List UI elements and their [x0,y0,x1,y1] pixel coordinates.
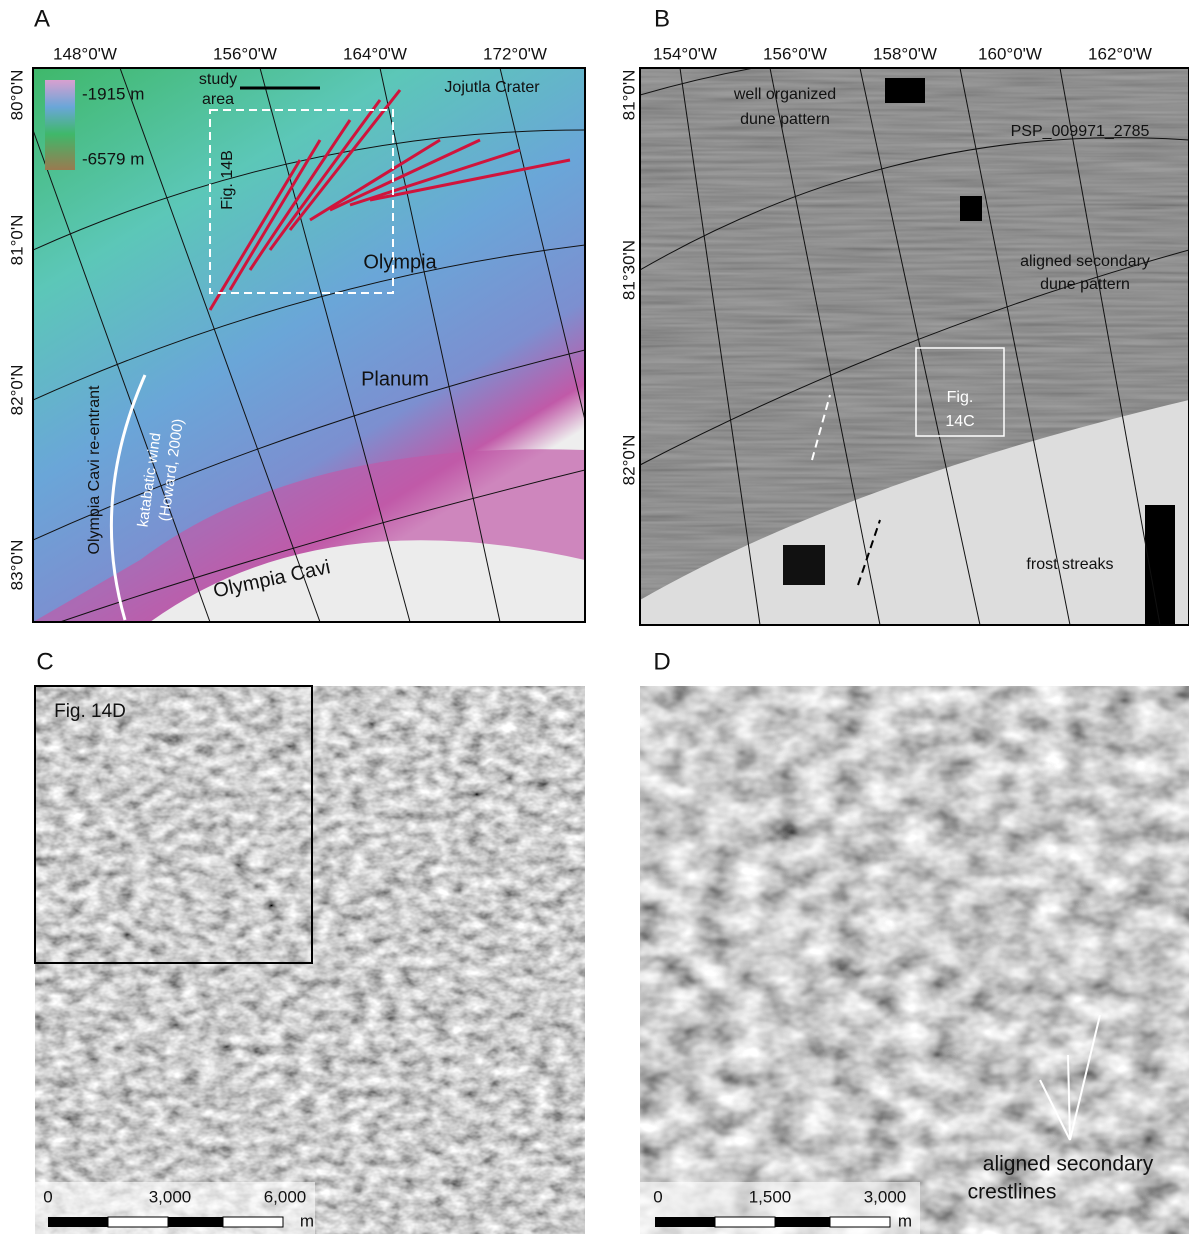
dune-image [35,686,585,1234]
longitude-label: 156°0'W [213,44,277,63]
longitude-label: 158°0'W [873,44,937,63]
longitude-label: 160°0'W [978,44,1042,63]
legend-label: -1915 m [82,84,144,103]
longitude-label: 164°0'W [343,44,407,63]
gap [885,78,925,103]
annotation: Fig. 14D [54,701,126,722]
annotation: PSP_009971_2785 [1011,123,1150,140]
scale-unit: m [898,1211,912,1230]
longitude-label: 154°0'W [653,44,717,63]
longitude-label: 172°0'W [483,44,547,63]
annotation: aligned secondary [1020,253,1150,270]
annotation: aligned secondary [983,1153,1154,1176]
panel-label: A [34,5,50,32]
annotation: area [202,91,234,108]
latitude-label: 81°0'N [619,70,638,121]
longitude-label: 162°0'W [1088,44,1152,63]
scale-unit: m [300,1211,314,1230]
scale-label: 3,000 [149,1187,192,1206]
gap [960,196,982,221]
panel-label: D [653,648,670,675]
scale-bar [655,1217,890,1227]
scale-label: 0 [653,1187,662,1206]
scale-label: 3,000 [864,1187,907,1206]
latitude-label: 82°0'N [619,435,638,486]
latitude-label: 81°0'N [7,215,26,266]
annotation: Fig. [947,389,974,406]
gap [783,545,825,585]
longitude-label: 156°0'W [763,44,827,63]
figure: A B C D 148°0'W 156°0'W 164°0'W 172°0'W 80°0'N 81… [0,0,1189,1234]
scale-label: 0 [43,1187,52,1206]
annotation: frost streaks [1026,556,1113,573]
annotation: 14C [945,413,974,430]
scale-label: 1,500 [749,1187,792,1206]
scale-bar [48,1217,283,1227]
latitude-label: 80°0'N [7,70,26,121]
longitude-label: 148°0'W [53,44,117,63]
legend-label: -6579 m [82,149,144,168]
annotation: Olympia [363,251,437,273]
annotation: Olympia Cavi re-entrant [86,385,103,555]
panel-label: C [36,648,53,675]
annotation: Jojutla Crater [444,79,540,96]
annotation: Fig. 14B [219,150,236,210]
annotation: dune pattern [1040,276,1130,293]
scale-label: 6,000 [264,1187,307,1206]
latitude-label: 83°0'N [7,540,26,591]
latitude-label: 81°30'N [619,240,638,300]
elevation-legend [45,80,75,170]
annotation: crestlines [968,1181,1057,1204]
annotation: study [199,71,237,88]
annotation: well organized [733,86,836,103]
annotation: Planum [361,368,429,390]
latitude-label: 82°0'N [7,365,26,416]
annotation: dune pattern [740,111,830,128]
panel-label: B [654,5,670,32]
